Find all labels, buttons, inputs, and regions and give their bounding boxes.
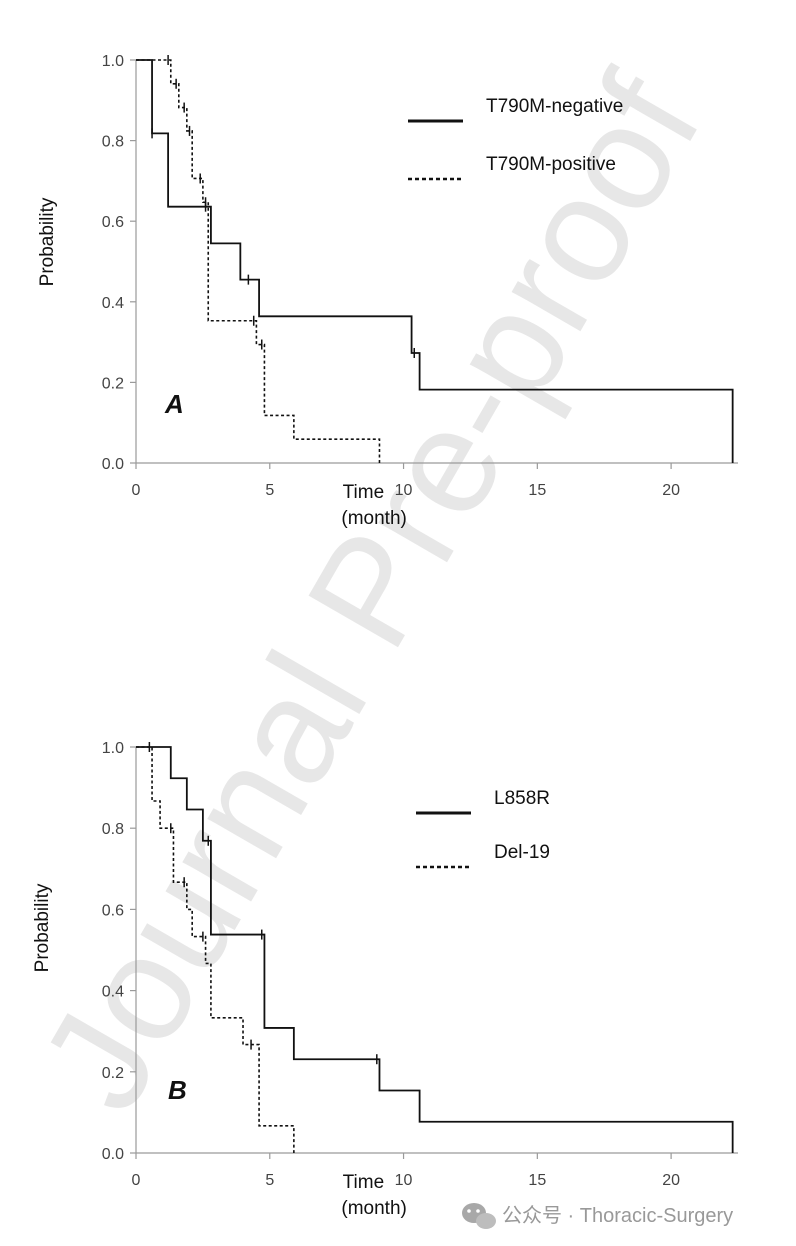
chart-1-series-line-1 [136,59,734,463]
chart-2-x-axis-label-unit: (month) [341,1198,406,1219]
chart-2-y-axis-label: Probability [32,883,53,972]
chart-1-y-tick-label: 0.6 [102,214,124,231]
watermark-text: Journal Pre-proof [7,48,732,1136]
chart-1-y-tick-label: 1.0 [102,53,124,70]
chart-2-y-tick-label: 0.0 [102,1146,124,1163]
chart-2-y-tick-label: 0.8 [102,821,124,838]
chart-1-x-axis-label: Time [343,482,385,503]
km-panel-b: 0.0 0.2 0.4 0.6 0.8 1.0 0 5 10 15 20 Probability Tim… [32,740,738,1219]
chart-2-series-line-1 [136,746,734,1153]
chart-1-x-tick-label: 10 [395,482,413,499]
chart-1-y-tick-label: 0.0 [102,456,124,473]
km-panel-a: 0.0 0.2 0.4 0.6 0.8 1.0 0 5 10 15 20 Probability Tim… [37,53,738,529]
chart-1-legend-label-1: T790M-negative [486,96,623,117]
wechat-icon [462,1203,496,1229]
chart-1-x-tick-label: 20 [662,482,680,499]
chart-2-x-tick-label: 0 [132,1172,141,1189]
chart-2-x-tick-label: 20 [662,1172,680,1189]
chart-2-x-tick-label: 5 [265,1172,274,1189]
chart-2-series-line-2 [136,746,295,1153]
chart-1-y-tick-label: 0.8 [102,134,124,151]
chart-2-x-axis-label: Time [343,1172,385,1193]
chart-2-y-tick-label: 1.0 [102,740,124,757]
chart-1-series-line-2 [136,59,381,463]
chart-1-x-tick-label: 15 [528,482,546,499]
chart-1-x-tick-label: 0 [132,482,141,499]
chart-2-x-tick-label: 10 [395,1172,413,1189]
chart-1-x-tick-label: 5 [265,482,274,499]
chart-2-x-tick-label: 15 [528,1172,546,1189]
chart-1-y-axis-label: Probability [37,197,58,286]
chart-2-panel-letter: B [168,1075,187,1105]
chart-2-legend-label-1: L858R [494,788,550,809]
chart-1-panel-letter: A [164,389,184,419]
footer-badge: 公众号 · Thoracic-Surgery [462,1203,733,1229]
chart-1-legend-label-2: T790M-positive [486,154,616,175]
chart-1-y-tick-label: 0.2 [102,375,124,392]
chart-2-y-tick-label: 0.6 [102,902,124,919]
chart-1-y-tick-label: 0.4 [102,295,124,312]
footer-label: 公众号 · Thoracic-Surgery [502,1204,733,1227]
chart-2-y-tick-label: 0.4 [102,984,124,1001]
chart-2-legend-label-2: Del-19 [494,842,550,863]
chart-2-y-tick-label: 0.2 [102,1065,124,1082]
chart-1-x-axis-label-unit: (month) [341,508,406,529]
